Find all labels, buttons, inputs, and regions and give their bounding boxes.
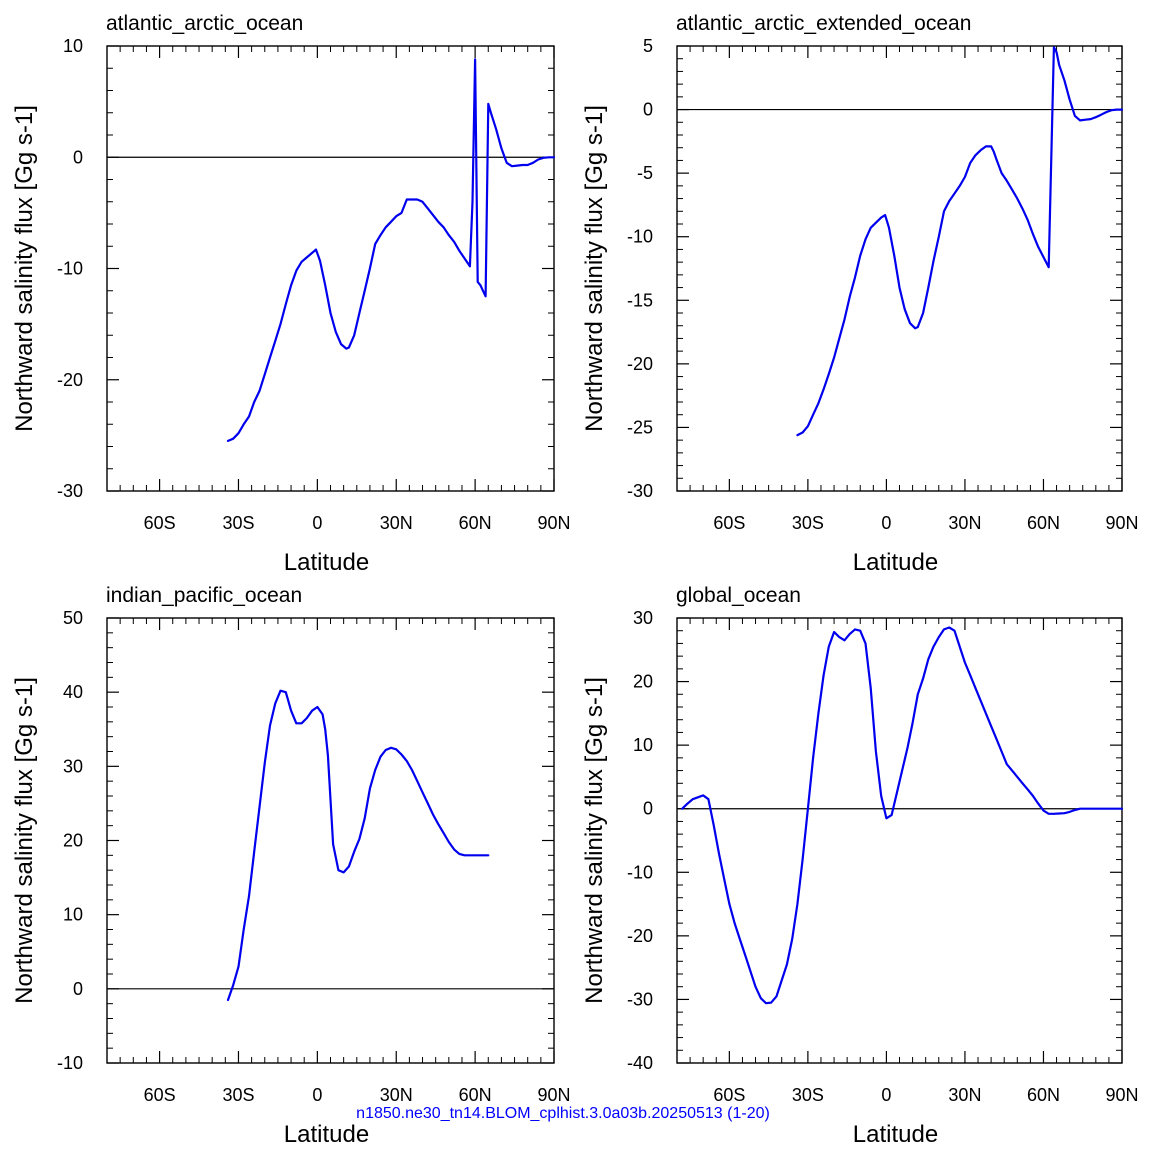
x-tick-label: 60N: [1027, 513, 1060, 533]
y-tick-label: -5: [637, 163, 653, 183]
x-tick-label: 30S: [222, 513, 254, 533]
x-tick-label: 60S: [144, 1085, 176, 1105]
x-tick-label: 60N: [459, 1085, 492, 1105]
panel-title: global_ocean: [676, 584, 801, 607]
y-tick-label: 0: [643, 100, 653, 120]
x-tick-label: 30S: [792, 513, 824, 533]
x-axis-label: Latitude: [284, 549, 369, 576]
y-tick-label: -30: [57, 481, 83, 501]
series-line: [226, 58, 556, 442]
y-tick-label: 20: [63, 831, 83, 851]
panel-title: atlantic_arctic_extended_ocean: [676, 12, 971, 35]
x-tick-label: 30N: [380, 513, 413, 533]
y-tick-label: -30: [627, 989, 653, 1009]
y-tick-label: -25: [627, 417, 653, 437]
x-axis-label: Latitude: [853, 549, 938, 576]
panel-atlantic-arctic-extended-ocean: atlantic_arctic_extended_ocean 60S 30S 0 30N…: [581, 12, 1139, 576]
y-tick-label: 50: [63, 608, 83, 628]
plot-frame: [106, 617, 555, 1064]
x-tick-label: 0: [881, 1085, 891, 1105]
plot-frame: [676, 617, 1123, 1064]
x-tick-label: 30N: [948, 513, 981, 533]
x-tick-label: 0: [881, 513, 891, 533]
x-tick-label: 60S: [713, 513, 745, 533]
y-tick-label: -20: [57, 370, 83, 390]
x-tick-label: 30S: [792, 1085, 824, 1105]
x-axis-label: Latitude: [853, 1121, 938, 1148]
x-tick-label: 30N: [948, 1085, 981, 1105]
y-tick-label: 0: [73, 979, 83, 999]
series-line: [681, 626, 1124, 1005]
plot-frame: [106, 45, 555, 492]
x-tick-label: 0: [312, 513, 322, 533]
x-axis-label: Latitude: [284, 1121, 369, 1148]
footer-run-id: n1850.ne30_tn14.BLOM_cplhist.3.0a03b.202…: [356, 1105, 770, 1122]
panel-atlantic-arctic-ocean: atlantic_arctic_ocean 60S 30S 0 30N 60N 90N -30…: [11, 12, 571, 576]
y-axis-label: Northward salinity flux [Gg s-1]: [581, 105, 608, 432]
x-tick-label: 90N: [537, 513, 570, 533]
x-tick-label: 30N: [380, 1085, 413, 1105]
panel-indian-pacific-ocean: indian_pacific_ocean 60S 30S 0 30N 60N 90N -10 0…: [11, 584, 571, 1148]
y-tick-label: -40: [627, 1053, 653, 1073]
panel-global-ocean: global_ocean 60S 30S 0 30N 60N 90N -40 -30 -20 -10…: [581, 584, 1139, 1148]
panel-title: indian_pacific_ocean: [106, 584, 302, 607]
y-tick-label: -15: [627, 290, 653, 310]
y-tick-label: -20: [627, 926, 653, 946]
x-tick-label: 60S: [144, 513, 176, 533]
y-tick-label: -10: [57, 259, 83, 279]
y-axis-label: Northward salinity flux [Gg s-1]: [11, 677, 38, 1004]
y-tick-label: 10: [633, 735, 653, 755]
y-tick-label: 5: [643, 36, 653, 56]
y-tick-label: 10: [63, 905, 83, 925]
y-tick-label: -10: [627, 227, 653, 247]
series-line: [796, 46, 1124, 437]
x-tick-label: 60N: [1027, 1085, 1060, 1105]
y-tick-label: 10: [63, 36, 83, 56]
y-tick-label: -30: [627, 481, 653, 501]
y-tick-label: -10: [627, 862, 653, 882]
x-tick-label: 60N: [459, 513, 492, 533]
x-tick-label: 60S: [713, 1085, 745, 1105]
y-tick-label: 30: [63, 756, 83, 776]
x-tick-label: 90N: [1105, 1085, 1138, 1105]
y-tick-label: 20: [633, 672, 653, 692]
panel-title: atlantic_arctic_ocean: [106, 12, 303, 35]
series-line: [226, 689, 490, 1002]
y-axis-label: Northward salinity flux [Gg s-1]: [581, 677, 608, 1004]
y-tick-label: -10: [57, 1053, 83, 1073]
x-tick-label: 0: [312, 1085, 322, 1105]
y-tick-label: -20: [627, 354, 653, 374]
x-tick-label: 90N: [1105, 513, 1138, 533]
plot-frame: [676, 45, 1123, 492]
x-tick-label: 90N: [537, 1085, 570, 1105]
y-axis-label: Northward salinity flux [Gg s-1]: [11, 105, 38, 432]
y-tick-label: 0: [643, 799, 653, 819]
y-tick-label: 0: [73, 147, 83, 167]
x-tick-label: 30S: [222, 1085, 254, 1105]
y-tick-label: 40: [63, 682, 83, 702]
y-tick-label: 30: [633, 608, 653, 628]
